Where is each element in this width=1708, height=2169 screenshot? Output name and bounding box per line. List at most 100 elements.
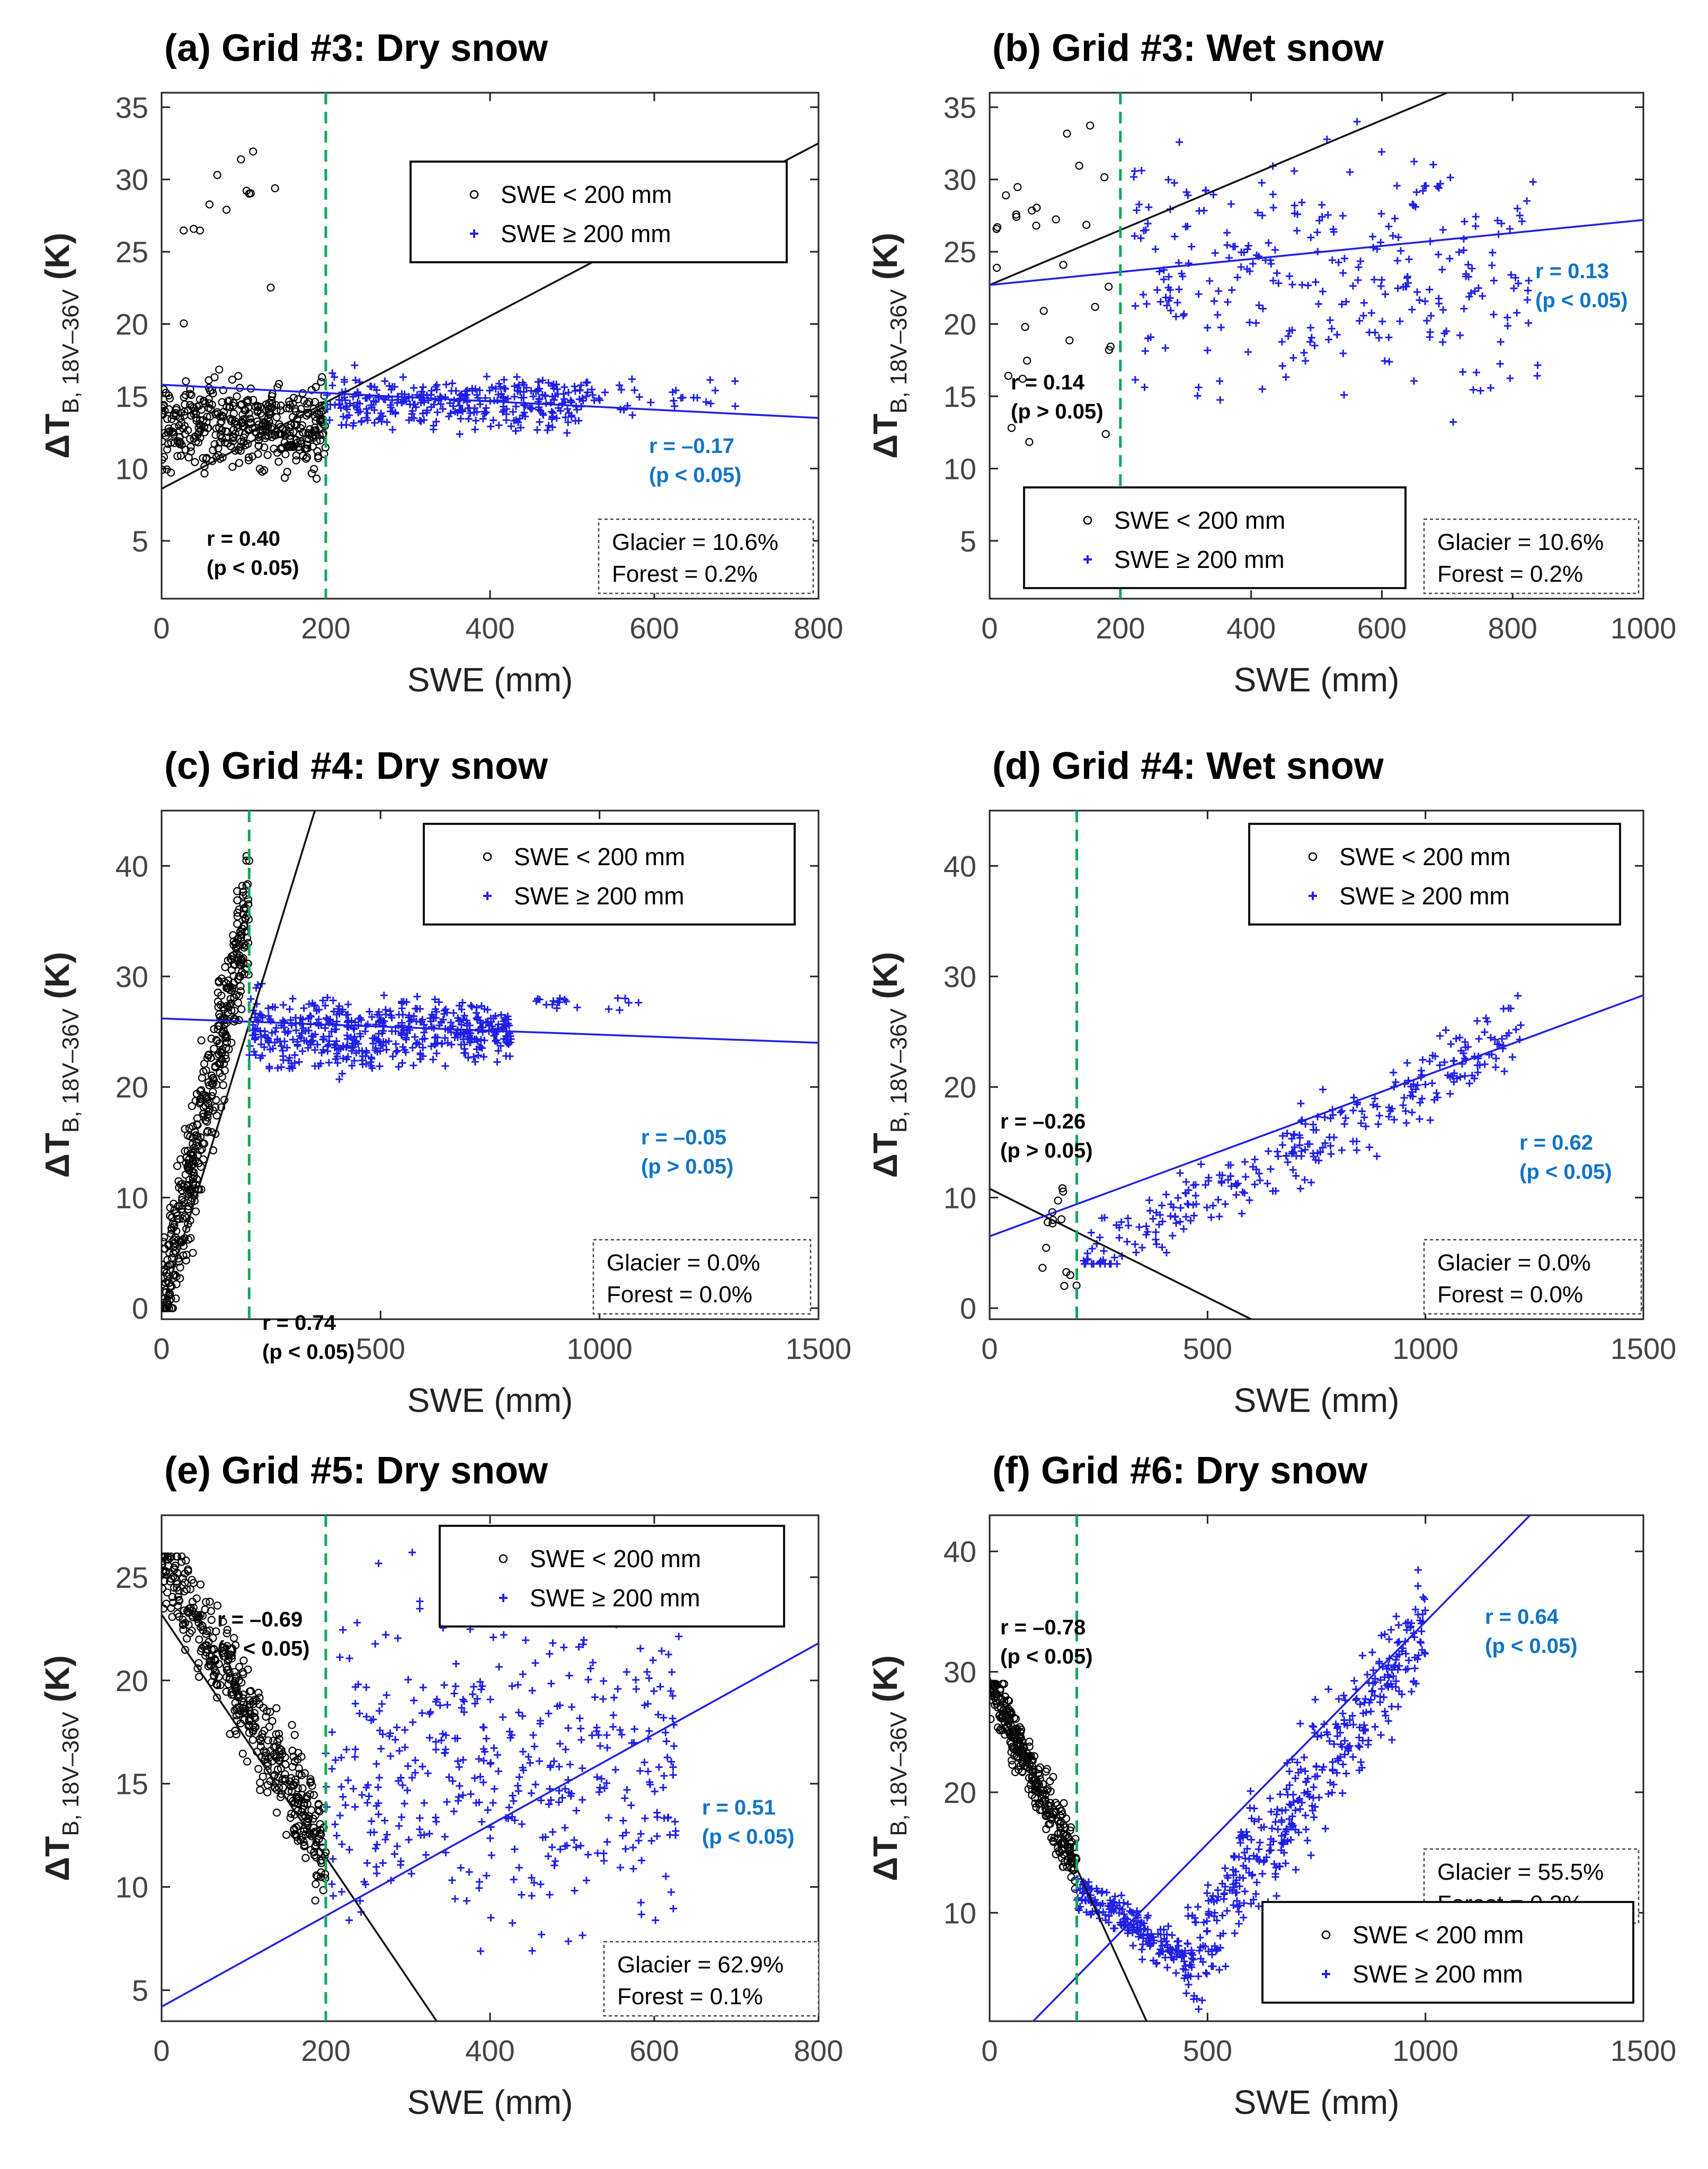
legend-high-marker bbox=[470, 229, 478, 238]
point-low-swe bbox=[1030, 1752, 1038, 1761]
point-high-swe bbox=[487, 1851, 495, 1859]
point-high-swe bbox=[256, 1010, 264, 1018]
point-low-swe bbox=[219, 1059, 228, 1068]
point-high-swe bbox=[1190, 1995, 1198, 2003]
point-high-swe bbox=[1189, 1201, 1197, 1209]
point-low-swe bbox=[297, 1771, 306, 1780]
point-high-swe bbox=[1215, 1966, 1223, 1974]
point-high-swe bbox=[455, 1793, 462, 1801]
point-high-swe bbox=[514, 1782, 522, 1790]
point-high-swe bbox=[1078, 1896, 1086, 1904]
point-high-swe bbox=[1223, 241, 1231, 249]
point-low-swe bbox=[292, 456, 300, 465]
point-low-swe bbox=[177, 1196, 186, 1204]
point-low-swe bbox=[162, 1561, 166, 1569]
point-high-swe bbox=[1258, 385, 1266, 393]
point-high-swe bbox=[482, 408, 490, 416]
point-high-swe bbox=[486, 1695, 494, 1703]
point-low-swe bbox=[1056, 1811, 1065, 1820]
point-low-swe bbox=[173, 1552, 182, 1561]
y-axis-label: ΔTB, 18V–36V (K) bbox=[866, 233, 912, 459]
point-low-swe bbox=[228, 463, 237, 471]
point-high-swe bbox=[616, 1863, 624, 1871]
point-low-swe bbox=[218, 1029, 227, 1038]
point-high-swe bbox=[467, 1790, 475, 1798]
legend-low-label: SWE < 200 mm bbox=[501, 181, 672, 208]
point-high-swe bbox=[374, 1783, 382, 1791]
point-low-swe bbox=[221, 963, 229, 972]
point-high-swe bbox=[555, 1763, 563, 1771]
point-high-swe bbox=[405, 416, 413, 424]
point-high-swe bbox=[1288, 281, 1296, 289]
point-high-swe bbox=[1513, 309, 1521, 317]
fit-line-high-swe bbox=[990, 994, 1643, 1238]
point-low-swe bbox=[193, 1114, 202, 1123]
point-high-swe bbox=[545, 422, 553, 430]
point-high-swe bbox=[1408, 1108, 1416, 1116]
y-tick-label: 25 bbox=[115, 235, 148, 269]
point-high-swe bbox=[340, 376, 348, 384]
point-high-swe bbox=[504, 1012, 512, 1020]
x-tick-label: 500 bbox=[1183, 1332, 1232, 1365]
point-high-swe bbox=[473, 1035, 481, 1043]
point-low-swe bbox=[233, 896, 242, 904]
point-high-swe bbox=[354, 1681, 362, 1688]
point-high-swe bbox=[1476, 1061, 1484, 1069]
point-low-swe bbox=[1066, 1823, 1075, 1832]
x-tick-label: 1500 bbox=[1611, 1332, 1677, 1365]
x-axis-label: SWE (mm) bbox=[407, 2083, 573, 2121]
point-high-swe bbox=[1377, 1631, 1385, 1639]
point-high-swe bbox=[448, 387, 456, 395]
point-high-swe bbox=[376, 1727, 384, 1735]
point-high-swe bbox=[1302, 1778, 1310, 1786]
point-high-swe bbox=[1098, 1214, 1106, 1222]
legend-low-label: SWE < 200 mm bbox=[530, 1545, 701, 1572]
point-low-swe bbox=[276, 1793, 285, 1801]
point-high-swe bbox=[363, 1048, 371, 1056]
point-high-swe bbox=[1414, 1582, 1422, 1590]
point-high-swe bbox=[518, 394, 526, 402]
point-low-swe bbox=[163, 445, 172, 454]
point-high-swe bbox=[1255, 1170, 1263, 1178]
point-high-swe bbox=[1340, 391, 1348, 399]
point-high-swe bbox=[505, 1040, 513, 1048]
point-low-swe bbox=[1052, 215, 1060, 224]
point-low-swe bbox=[295, 446, 304, 454]
point-high-swe bbox=[1471, 287, 1479, 295]
point-high-swe bbox=[555, 1787, 563, 1795]
point-high-swe bbox=[1174, 1194, 1182, 1202]
point-low-swe bbox=[1105, 345, 1113, 354]
y-tick-label: 35 bbox=[115, 91, 148, 124]
point-low-swe bbox=[199, 1626, 207, 1634]
point-low-swe bbox=[264, 405, 273, 413]
point-high-swe bbox=[1394, 285, 1402, 292]
point-high-swe bbox=[473, 1695, 481, 1703]
point-low-swe bbox=[229, 1634, 238, 1642]
point-low-swe bbox=[185, 1124, 194, 1133]
point-high-swe bbox=[619, 1832, 627, 1839]
point-high-swe bbox=[1278, 1832, 1286, 1840]
point-high-swe bbox=[455, 1017, 463, 1025]
point-high-swe bbox=[490, 1032, 498, 1039]
point-high-swe bbox=[1309, 1807, 1316, 1815]
point-high-swe bbox=[568, 1703, 576, 1711]
x-tick-label: 1000 bbox=[1611, 611, 1677, 645]
point-high-swe bbox=[1146, 1934, 1154, 1942]
point-low-swe bbox=[216, 431, 225, 439]
point-low-swe bbox=[162, 466, 166, 474]
point-high-swe bbox=[595, 1788, 603, 1796]
point-high-swe bbox=[329, 1892, 337, 1900]
point-high-swe bbox=[1216, 1932, 1224, 1940]
panel-title: (e) Grid #5: Dry snow bbox=[164, 1450, 548, 1492]
point-low-swe bbox=[1061, 1823, 1070, 1832]
point-high-swe bbox=[1271, 246, 1279, 254]
point-high-swe bbox=[541, 392, 549, 400]
point-low-swe bbox=[175, 421, 183, 430]
point-low-swe bbox=[1023, 357, 1031, 365]
point-high-swe bbox=[510, 1875, 518, 1883]
point-high-swe bbox=[1354, 276, 1362, 284]
point-high-swe bbox=[577, 1842, 585, 1850]
point-low-swe bbox=[274, 1729, 283, 1738]
